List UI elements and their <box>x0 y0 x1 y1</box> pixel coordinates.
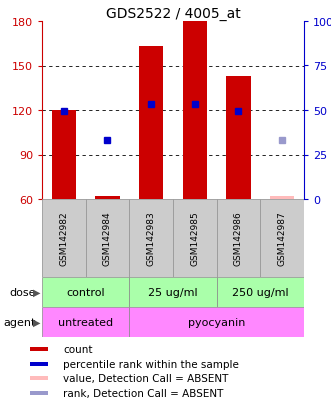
Text: 25 ug/ml: 25 ug/ml <box>148 287 198 297</box>
Bar <box>42 199 86 277</box>
Bar <box>42 277 129 307</box>
Bar <box>52 111 76 199</box>
Bar <box>30 376 48 380</box>
Text: GSM142983: GSM142983 <box>147 211 156 266</box>
Text: ▶: ▶ <box>33 317 40 327</box>
Bar <box>42 307 129 337</box>
Bar <box>260 199 304 277</box>
Text: 250 ug/ml: 250 ug/ml <box>232 287 289 297</box>
Text: ▶: ▶ <box>33 287 40 297</box>
Text: pyocyanin: pyocyanin <box>188 317 245 327</box>
Bar <box>129 307 304 337</box>
Bar <box>217 277 304 307</box>
Text: count: count <box>63 344 92 354</box>
Text: GSM142984: GSM142984 <box>103 211 112 266</box>
Bar <box>270 197 294 199</box>
Bar <box>183 22 207 199</box>
Bar <box>86 199 129 277</box>
Bar <box>30 347 48 351</box>
Text: percentile rank within the sample: percentile rank within the sample <box>63 359 239 369</box>
Bar <box>30 391 48 395</box>
Bar <box>226 77 251 199</box>
Text: untreated: untreated <box>58 317 113 327</box>
Text: rank, Detection Call = ABSENT: rank, Detection Call = ABSENT <box>63 388 223 398</box>
Text: agent: agent <box>3 317 35 327</box>
Text: GSM142982: GSM142982 <box>59 211 68 266</box>
Bar <box>139 47 163 199</box>
Bar <box>129 277 217 307</box>
Text: value, Detection Call = ABSENT: value, Detection Call = ABSENT <box>63 373 228 383</box>
Text: GSM142987: GSM142987 <box>278 211 287 266</box>
Text: GSM142985: GSM142985 <box>190 211 199 266</box>
Bar <box>217 199 260 277</box>
Bar <box>95 197 119 199</box>
Title: GDS2522 / 4005_at: GDS2522 / 4005_at <box>106 7 240 21</box>
Text: GSM142986: GSM142986 <box>234 211 243 266</box>
Bar <box>173 199 217 277</box>
Text: dose: dose <box>9 287 35 297</box>
Bar <box>129 199 173 277</box>
Bar <box>30 362 48 366</box>
Text: control: control <box>66 287 105 297</box>
